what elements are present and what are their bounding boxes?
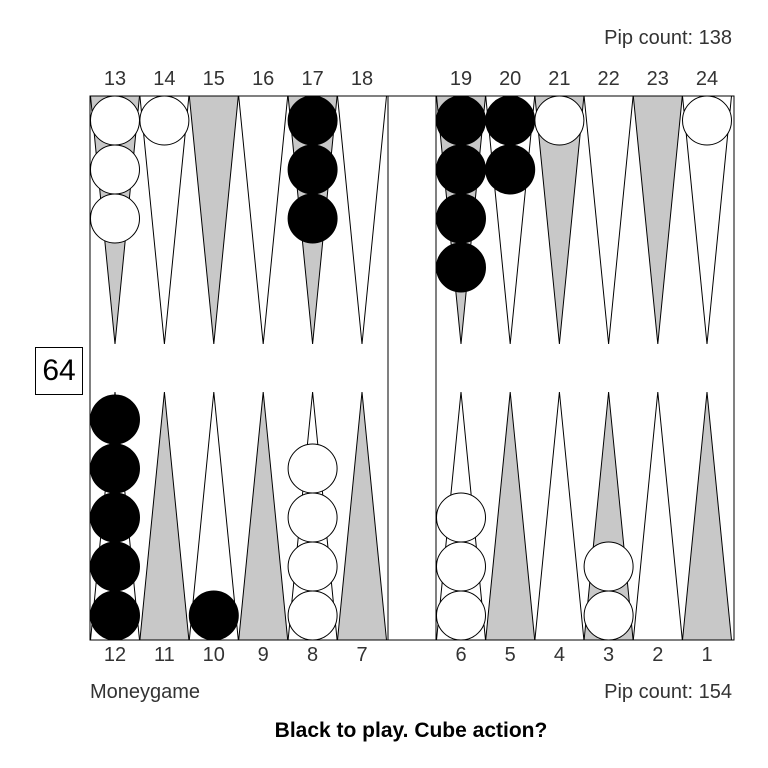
point-label-24: 24 <box>695 68 719 90</box>
white-checker[interactable] <box>583 541 634 592</box>
match-type-label: Moneygame <box>90 681 201 703</box>
point-label-12: 12 <box>103 644 127 666</box>
point-label-10: 10 <box>202 644 225 666</box>
top-pip-count: Pip count: 138 <box>604 27 732 49</box>
bottom-pip-count: Pip count: 154 <box>604 681 732 703</box>
point-22[interactable] <box>583 95 634 345</box>
point-label-6: 6 <box>455 644 467 666</box>
point-label-11: 11 <box>154 644 175 666</box>
black-checker[interactable] <box>90 590 140 641</box>
point-label-17: 17 <box>301 68 324 90</box>
point-label-14: 14 <box>153 68 176 90</box>
black-checker[interactable] <box>287 193 338 244</box>
white-checker[interactable] <box>90 95 140 146</box>
white-checker[interactable] <box>682 95 732 146</box>
doubling-cube[interactable]: 64 <box>35 347 83 395</box>
point-label-2: 2 <box>652 644 664 666</box>
point-label-13: 13 <box>103 68 127 90</box>
white-checker[interactable] <box>287 541 338 592</box>
white-checker[interactable] <box>139 95 190 146</box>
white-checker[interactable] <box>287 590 338 641</box>
point-7[interactable] <box>336 391 388 641</box>
black-checker[interactable] <box>188 590 239 641</box>
black-checker[interactable] <box>90 443 140 494</box>
point-label-18: 18 <box>350 68 374 90</box>
point-18[interactable] <box>336 95 388 345</box>
white-checker[interactable] <box>436 492 486 543</box>
point-label-16: 16 <box>252 68 275 90</box>
cube-value: 64 <box>42 354 76 387</box>
point-label-21: 21 <box>548 68 571 90</box>
point-4[interactable] <box>534 391 585 641</box>
point-label-22: 22 <box>597 68 620 90</box>
point-label-23: 23 <box>646 68 669 90</box>
black-checker[interactable] <box>90 541 140 592</box>
white-checker[interactable] <box>287 443 338 494</box>
white-checker[interactable] <box>583 590 634 641</box>
black-checker[interactable] <box>90 492 140 543</box>
black-checker[interactable] <box>436 95 486 146</box>
point-label-4: 4 <box>553 644 565 666</box>
point-label-15: 15 <box>202 68 225 90</box>
black-checker[interactable] <box>485 144 536 195</box>
point-label-7: 7 <box>356 644 368 666</box>
white-checker[interactable] <box>287 492 338 543</box>
action-prompt: Black to play. Cube action? <box>274 719 548 742</box>
point-15[interactable] <box>188 95 239 345</box>
point-label-1: 1 <box>701 644 713 666</box>
point-5[interactable] <box>485 391 536 641</box>
point-11[interactable] <box>139 391 190 641</box>
point-label-5: 5 <box>504 644 516 666</box>
point-label-8: 8 <box>307 644 319 666</box>
black-checker[interactable] <box>287 144 338 195</box>
white-checker[interactable] <box>436 541 486 592</box>
point-2[interactable] <box>632 391 683 641</box>
black-checker[interactable] <box>90 394 140 445</box>
points-layer <box>89 95 733 641</box>
point-label-19: 19 <box>449 68 473 90</box>
white-checker[interactable] <box>90 193 140 244</box>
point-23[interactable] <box>632 95 683 345</box>
point-label-20: 20 <box>499 68 522 90</box>
black-checker[interactable] <box>436 242 486 293</box>
white-checker[interactable] <box>534 95 585 146</box>
black-checker[interactable] <box>287 95 338 146</box>
board-frame <box>89 95 735 641</box>
black-checker[interactable] <box>485 95 536 146</box>
point-16[interactable] <box>238 95 289 345</box>
checkers-layer <box>90 95 732 641</box>
black-checker[interactable] <box>436 144 486 195</box>
point-9[interactable] <box>238 391 289 641</box>
point-label-3: 3 <box>603 644 615 666</box>
white-checker[interactable] <box>436 590 486 641</box>
black-checker[interactable] <box>436 193 486 244</box>
point-1[interactable] <box>681 391 733 641</box>
white-checker[interactable] <box>90 144 140 195</box>
point-label-9: 9 <box>257 644 269 666</box>
